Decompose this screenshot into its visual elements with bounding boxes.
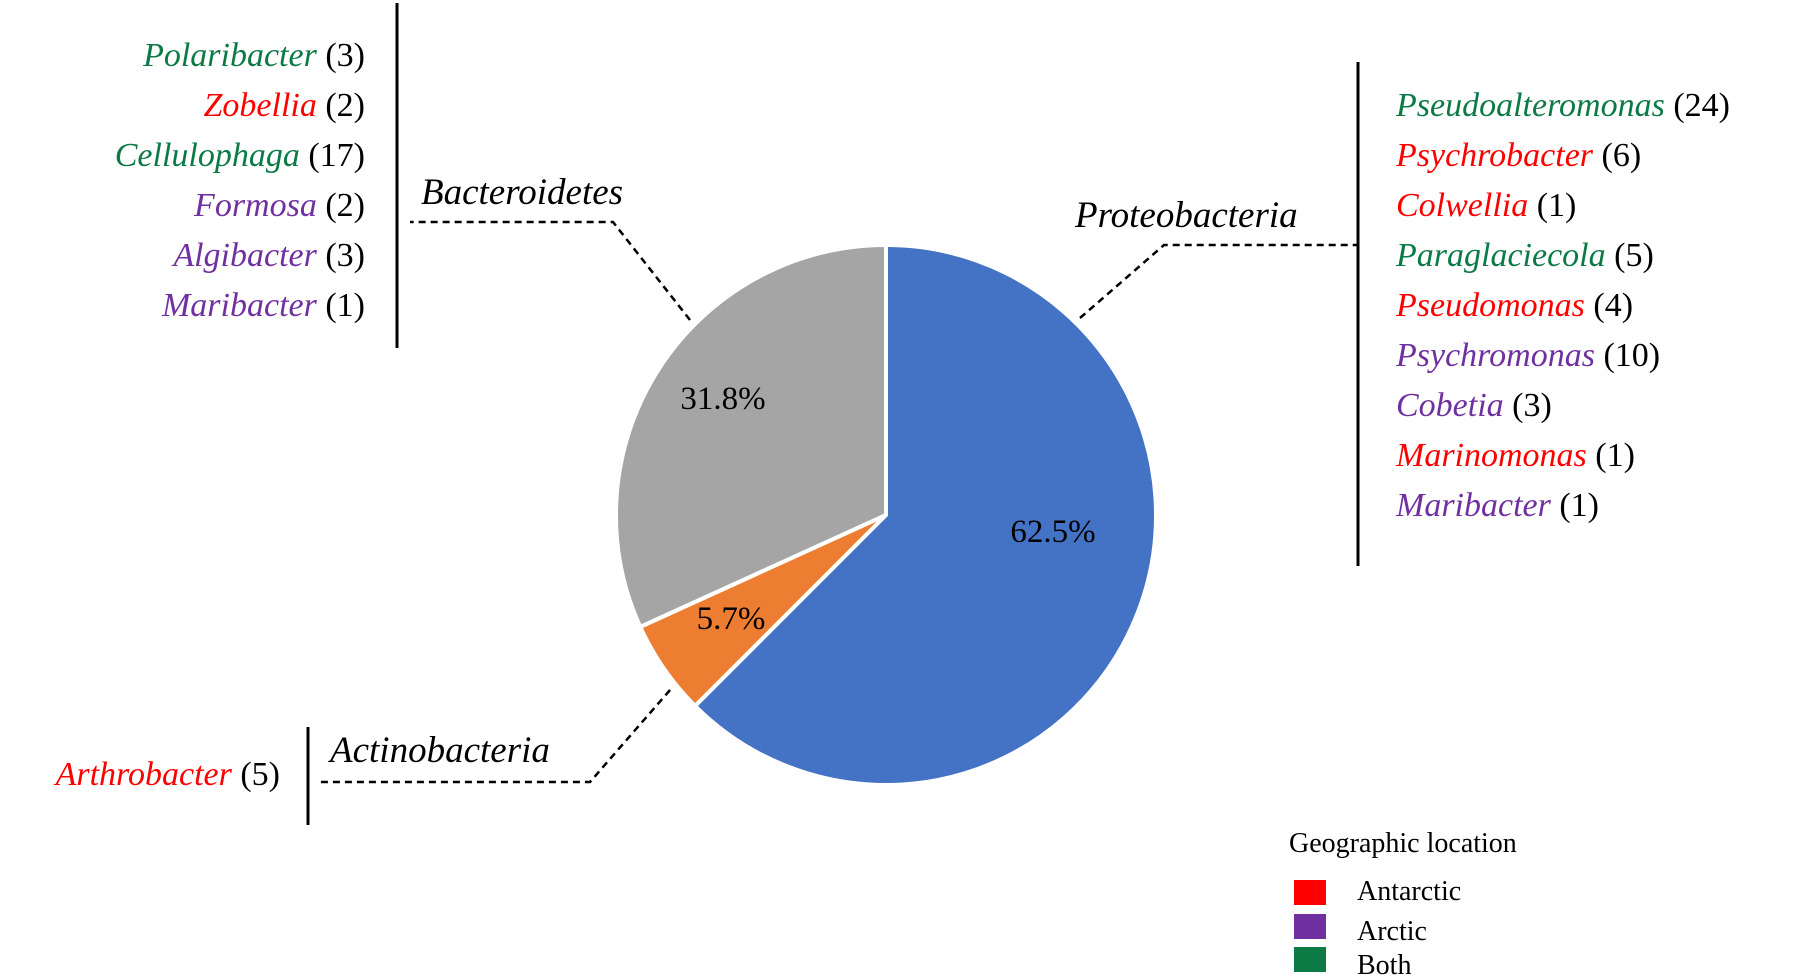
genus-count: (17) [300,137,365,174]
genus-item: Psychromonas (10) [1395,337,1660,374]
genus-name: Pseudomonas [1395,287,1585,324]
legend-swatch-arctic [1294,914,1326,939]
genus-name: Polaribacter [142,37,318,74]
genus-item: Zobellia (2) [204,87,366,124]
genus-item: Polaribacter (3) [142,37,365,74]
genus-name: Arthrobacter [54,756,233,793]
genus-item: Pseudomonas (4) [1395,287,1633,324]
genus-name: Colwellia [1396,187,1528,224]
genus-item: Marinomonas (1) [1395,437,1635,474]
genus-name: Algibacter [171,237,317,274]
genus-count: (10) [1595,337,1660,374]
genus-name: Paraglaciecola [1395,237,1606,274]
genus-item: Algibacter (3) [171,237,365,274]
genus-count: (5) [1606,237,1654,274]
genus-count: (3) [317,237,365,274]
legend-label-arctic: Arctic [1357,916,1427,947]
genus-name: Psychrobacter [1395,137,1594,174]
bacteroidetes-label: Bacteroidetes [421,172,623,213]
genus-name: Formosa [193,187,317,224]
genus-name: Maribacter [1395,487,1552,524]
genus-item: Formosa (2) [193,187,365,224]
genus-count: (1) [1551,487,1599,524]
genus-count: (4) [1585,287,1633,324]
genus-item: Pseudoalteromonas (24) [1395,87,1730,124]
genus-item: Colwellia (1) [1396,187,1576,224]
genus-count: (2) [317,187,365,224]
proteobacteria-label: Proteobacteria [1074,195,1298,236]
genus-count: (3) [317,37,365,74]
bacteroidetes-percent-label: 31.8% [680,381,765,417]
genus-name: Pseudoalteromonas [1395,87,1665,124]
genus-count: (2) [317,87,365,124]
pie-slice-proteobacteria [693,243,1158,787]
genus-item: Arthrobacter (5) [54,756,280,793]
bacteroidetes-genus-list: Polaribacter (3)Zobellia (2)Cellulophaga… [115,37,365,324]
genus-count: (6) [1593,137,1641,174]
genus-name: Cobetia [1396,387,1504,424]
legend-label-both: Both [1357,950,1411,979]
genus-item: Psychrobacter (6) [1395,137,1641,174]
proteobacteria-genus-list: Pseudoalteromonas (24) Psychrobacter (6) C… [1395,87,1730,524]
genus-item: Paraglaciecola (5) [1395,237,1654,274]
pie-slices [614,243,1158,787]
genus-count: (1) [1528,187,1576,224]
genus-count: (3) [1504,387,1552,424]
genus-item: Maribacter (1) [161,287,365,324]
genus-item: Maribacter (1) [1395,487,1599,524]
genus-name: Psychromonas [1395,337,1595,374]
legend-swatch-both [1294,947,1326,972]
actinobacteria-genus-list: Arthrobacter (5) [54,756,280,793]
genus-name: Zobellia [204,87,317,124]
actinobacteria-percent-label: 5.7% [697,601,766,637]
genus-name: Maribacter [161,287,318,324]
proteobacteria-percent-label: 62.5% [1010,514,1095,550]
genus-count: (1) [1587,437,1635,474]
genus-item: Cellulophaga (17) [115,137,365,174]
legend: Geographic location Antarctic Arctic Bot… [1289,828,1517,979]
legend-swatch-antarctic [1294,880,1326,905]
legend-title: Geographic location [1289,828,1517,859]
actinobacteria-leader-line [318,689,671,784]
genus-count: (1) [317,287,365,324]
genus-name: Marinomonas [1395,437,1587,474]
genus-count: (5) [232,756,280,793]
genus-item: Cobetia (3) [1396,387,1552,424]
bacteroidetes-leader-line [410,220,691,321]
proteobacteria-leader-line [1079,243,1357,319]
pie-slice-bacteroidetes [614,243,888,629]
genus-name: Cellulophaga [115,137,300,174]
genus-count: (24) [1665,87,1730,124]
legend-label-antarctic: Antarctic [1357,876,1461,907]
actinobacteria-label: Actinobacteria [327,730,550,771]
